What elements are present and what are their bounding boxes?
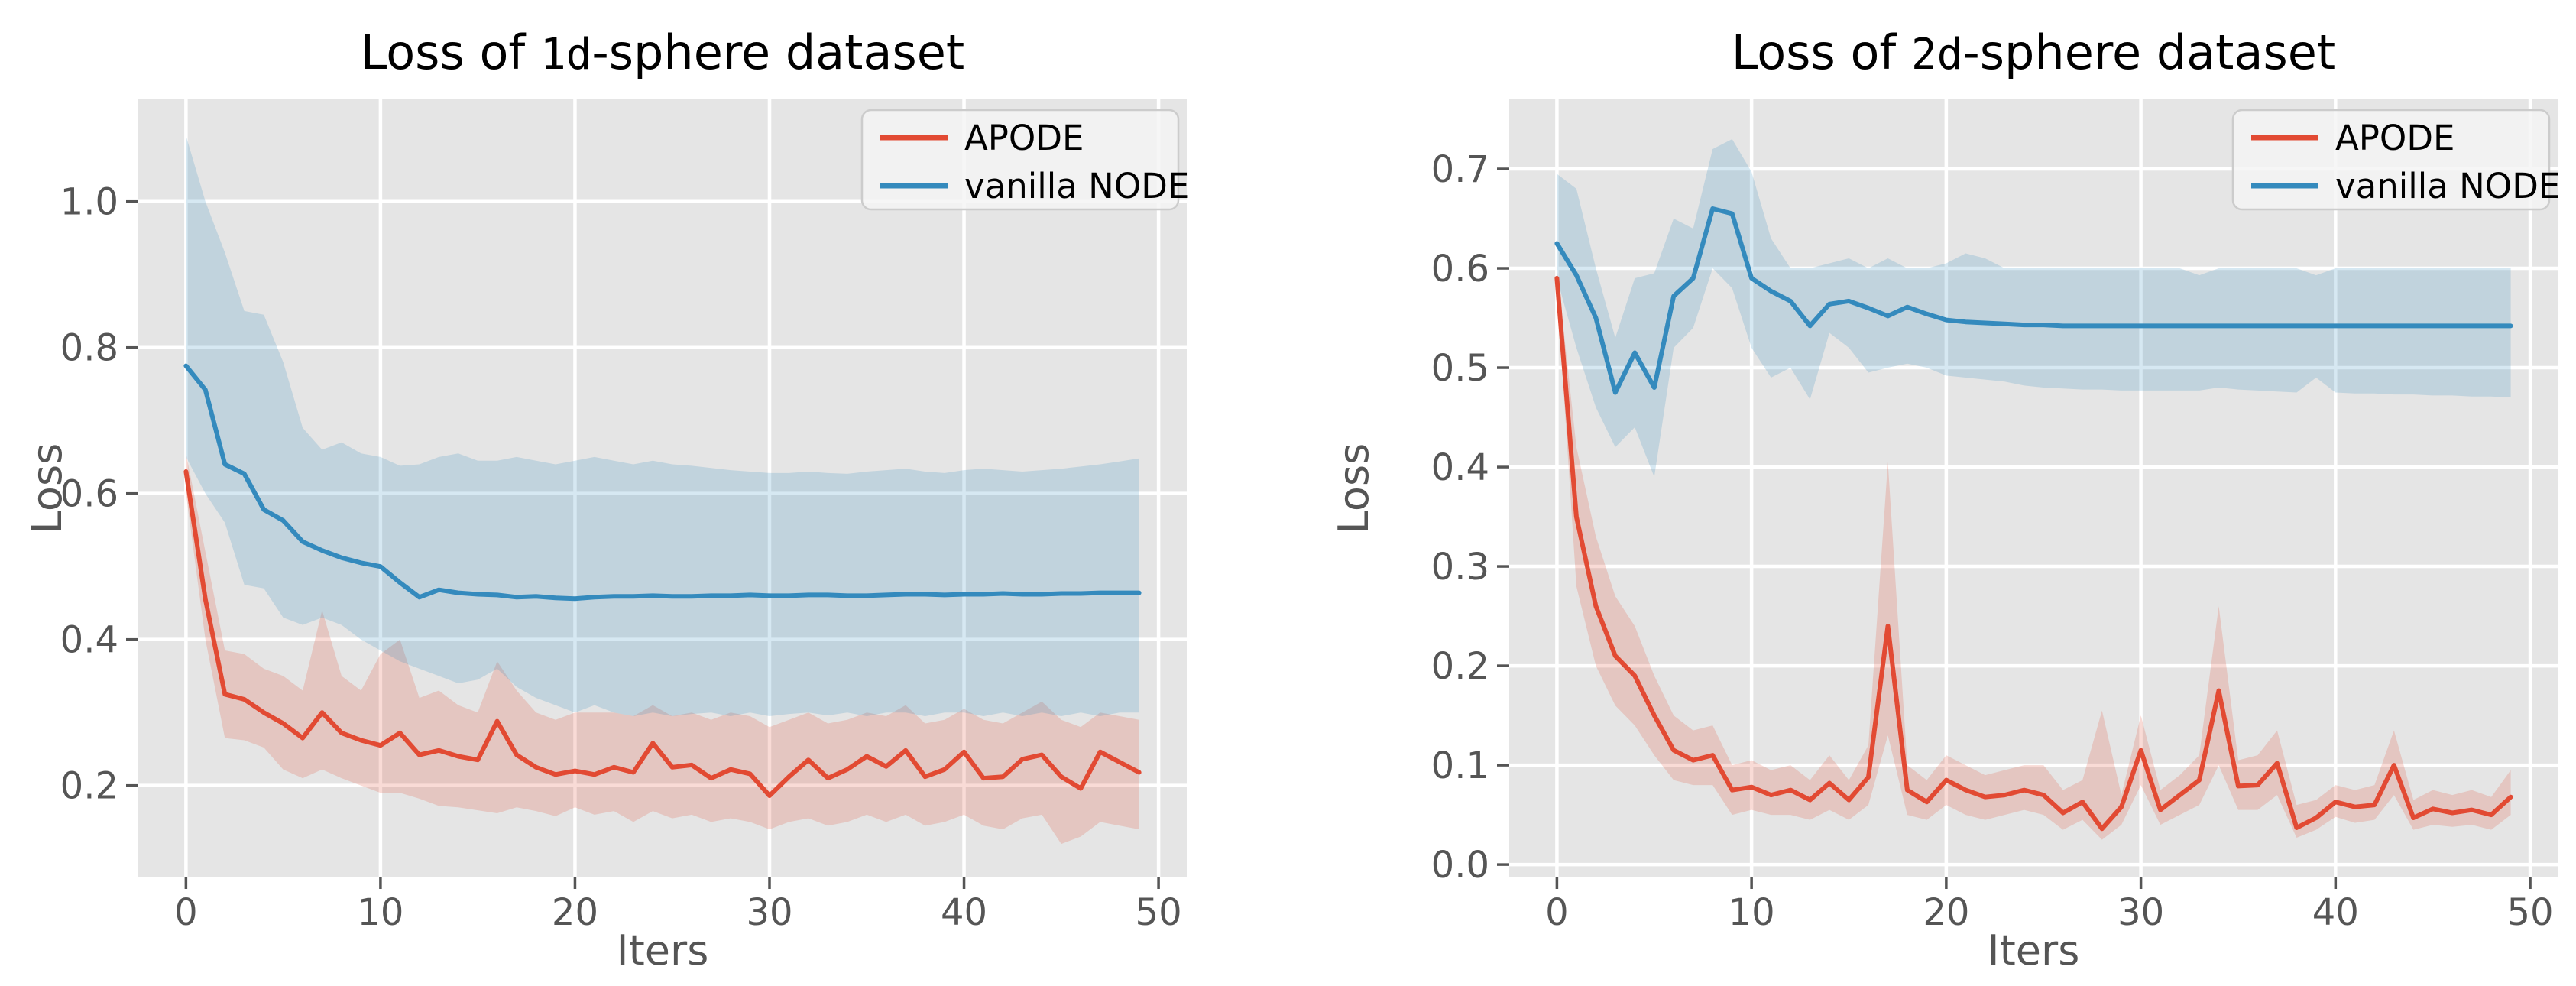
title-mono-1d: 1d	[540, 30, 591, 79]
y-tick-label: 0.6	[1431, 248, 1489, 290]
y-tick-label: 0.0	[1431, 844, 1489, 887]
line-vanilla-node	[183, 363, 1142, 602]
legend-label-vanilla-node: vanilla NODE	[964, 166, 1189, 206]
band-vanilla-node	[1557, 139, 2511, 477]
x-tick-label: 50	[1136, 891, 1182, 934]
x-tick-label: 20	[552, 891, 598, 934]
x-tick-label: 10	[357, 891, 403, 934]
x-tick-label: 20	[1923, 891, 1969, 934]
title-prefix: Loss of	[1732, 24, 1911, 80]
y-tick-label: 0.2	[60, 765, 118, 808]
x-tick-label: 30	[746, 891, 792, 934]
x-tick-label: 30	[2118, 891, 2164, 934]
y-tick-label: 0.3	[1431, 546, 1489, 589]
legend-label-apode: APODE	[2335, 118, 2454, 158]
x-tick-label: 50	[2507, 891, 2554, 934]
plot-background	[138, 99, 1187, 877]
title-suffix: -sphere dataset	[591, 24, 964, 80]
line-vanilla-node	[1554, 206, 2513, 395]
line-apode	[183, 469, 1142, 798]
y-axis-label-right: Loss	[1330, 443, 1378, 534]
plot-area-2d: 0 10 20 30 40 50 0.0 0.1 0.2 0.3 0.4 0.5 0.6 0.7	[1431, 99, 2558, 934]
title-prefix: Loss of	[361, 24, 540, 80]
title-mono-2d: 2d	[1911, 30, 1962, 79]
x-axis-label-right: Iters	[1988, 926, 2080, 975]
y-tick-label: 0.4	[1431, 446, 1489, 489]
legend-left: APODE vanilla NODE	[860, 109, 1189, 211]
x-tick-label: 0	[174, 891, 198, 934]
chart-2d-sphere: 0 10 20 30 40 50 0.0 0.1 0.2 0.3 0.4 0.5 0.6 0.7 Loss…	[1330, 24, 2560, 975]
band-vanilla-node	[186, 135, 1139, 716]
chart-1d-sphere: 0 10 20 30 40 50 0.2 0.4 0.6 0.8 1.0 Loss of 1d-sp…	[23, 24, 1189, 975]
x-axis-label-left: Iters	[617, 926, 709, 975]
x-tick-label: 40	[941, 891, 987, 934]
plot-area-1d: 0 10 20 30 40 50 0.2 0.4 0.6 0.8 1.0	[60, 99, 1187, 934]
y-tick-label: 1.0	[60, 181, 118, 224]
x-tick-label: 10	[1729, 891, 1775, 934]
legend-right: APODE vanilla NODE	[2231, 109, 2560, 211]
line-apode	[1554, 276, 2513, 832]
axis-ticks: 0 10 20 30 40 50 0.0 0.1 0.2 0.3 0.4 0.5 0.6 0.7	[1431, 148, 2554, 934]
chart-title-2d: Loss of 2d-sphere dataset	[1732, 24, 2335, 80]
y-tick-label: 0.6	[60, 473, 118, 516]
y-tick-label: 0.1	[1431, 744, 1489, 787]
y-tick-label: 0.5	[1431, 347, 1489, 390]
chart-title-1d: Loss of 1d-sphere dataset	[361, 24, 964, 80]
y-tick-label: 0.2	[1431, 645, 1489, 688]
band-apode	[186, 453, 1139, 845]
plot-background	[1509, 99, 2558, 877]
y-tick-label: 0.8	[60, 327, 118, 370]
legend-label-vanilla-node: vanilla NODE	[2335, 166, 2560, 206]
x-tick-label: 40	[2312, 891, 2359, 934]
y-tick-label: 0.4	[60, 619, 118, 662]
title-suffix: -sphere dataset	[1962, 24, 2335, 80]
legend-label-apode: APODE	[964, 118, 1084, 158]
axis-ticks: 0 10 20 30 40 50 0.2 0.4 0.6 0.8 1.0	[60, 181, 1182, 934]
y-tick-label: 0.7	[1431, 148, 1489, 191]
x-tick-label: 0	[1545, 891, 1569, 934]
y-axis-label-left: Loss	[23, 443, 71, 534]
